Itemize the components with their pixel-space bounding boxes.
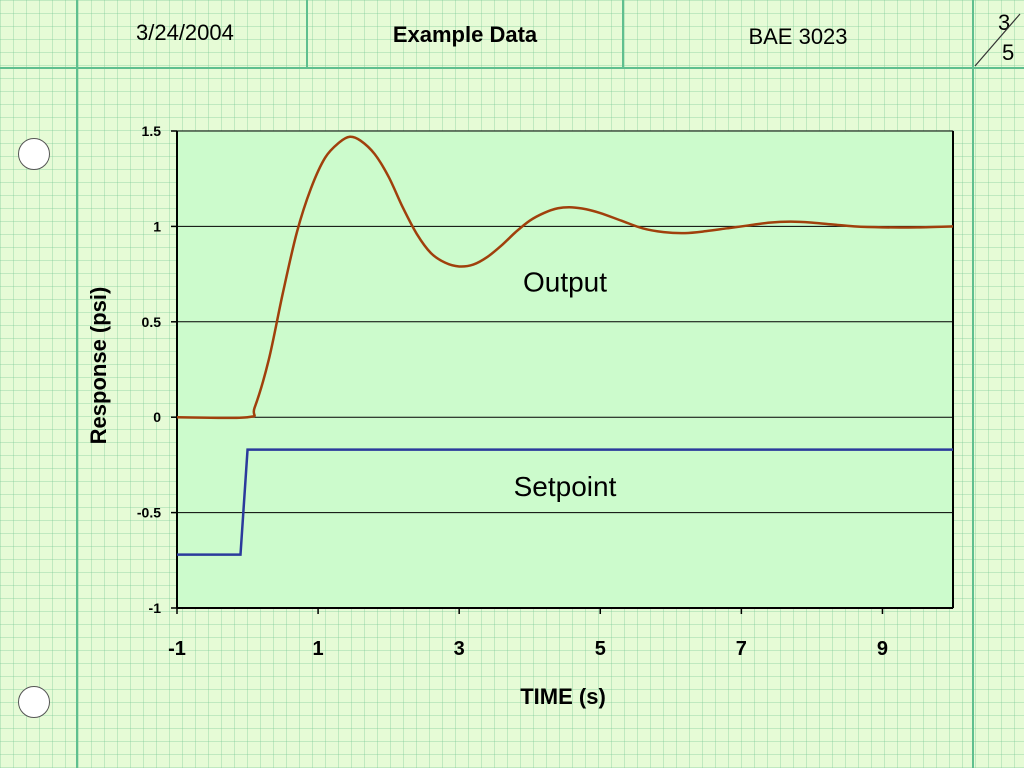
x-tick-label: 9 (877, 638, 888, 660)
date-text: 3/24/2004 (136, 20, 234, 45)
header-title: Example Data (308, 0, 624, 67)
series-annotation: Output (523, 267, 607, 298)
y-tick-label: -1 (149, 600, 162, 616)
punch-hole-top (18, 138, 50, 170)
title-text: Example Data (392, 22, 538, 47)
x-axis-title: TIME (s) (520, 684, 606, 709)
y-tick-label: 0 (153, 409, 161, 425)
right-margin-line (972, 0, 974, 768)
y-tick-label: -0.5 (137, 505, 161, 521)
left-margin-line (76, 0, 78, 768)
x-tick-label: 1 (313, 638, 324, 660)
header-date: 3/24/2004 (78, 0, 308, 67)
output-series-line (176, 135, 954, 420)
header-course: BAE 3023 (624, 0, 974, 67)
course-text: BAE 3023 (748, 24, 848, 49)
plot-area (176, 130, 954, 609)
x-tick-label: -1 (168, 638, 186, 660)
header-divider (0, 67, 1024, 69)
x-tick-label: 7 (736, 638, 747, 660)
y-tick-label: 1 (153, 218, 161, 234)
x-tick-label: 5 (595, 638, 606, 660)
punch-hole-bottom (18, 686, 50, 718)
y-tick-label: 1.5 (142, 123, 162, 139)
page-total: 5 (1002, 40, 1015, 65)
setpoint-series-line (177, 448, 953, 556)
series-annotation: Setpoint (514, 471, 617, 502)
y-tick-label: 0.5 (142, 314, 162, 330)
y-axis-title: Response (psi) (86, 287, 111, 445)
x-tick-label: 3 (454, 638, 465, 660)
